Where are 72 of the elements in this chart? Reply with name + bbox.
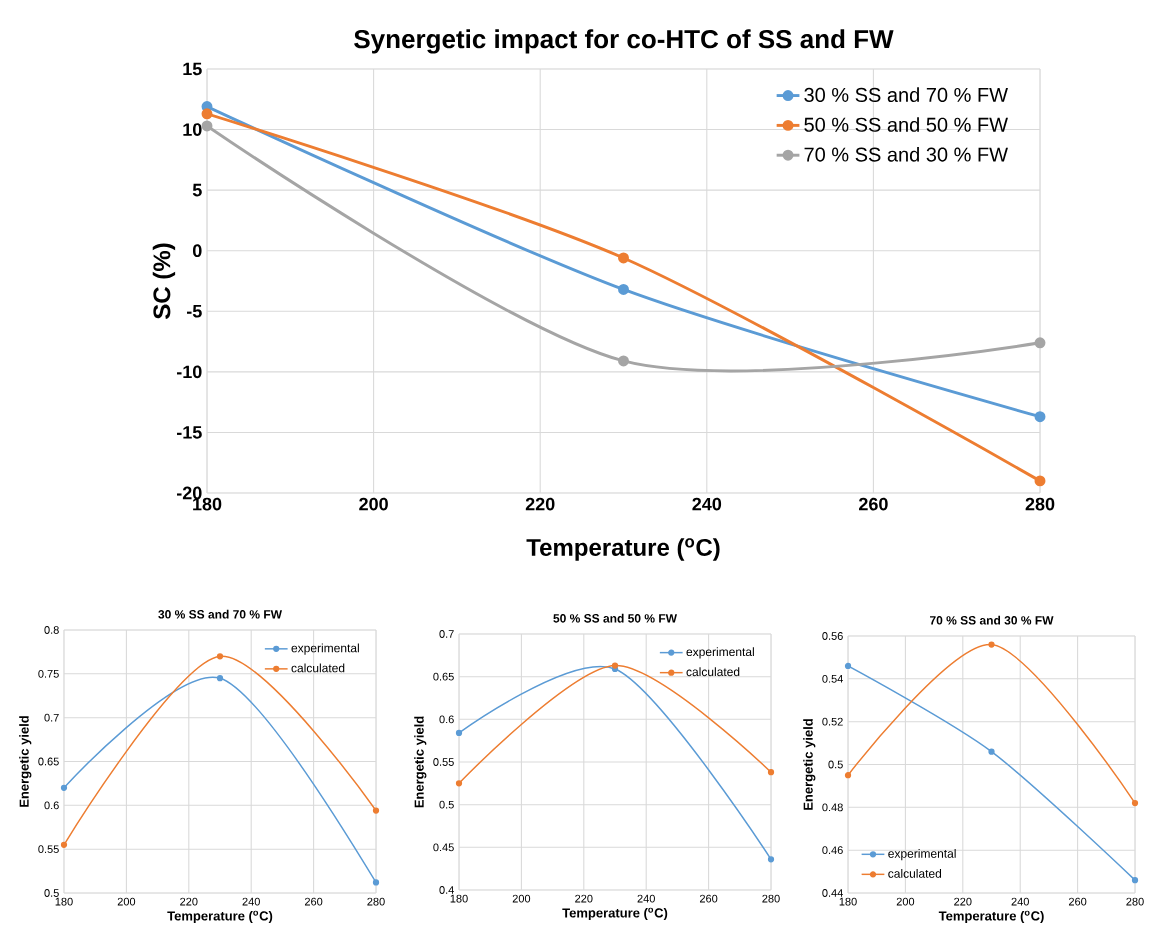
legend-label: 30 % SS and 70 % FW (804, 87, 1008, 102)
x-tick-label: 220 (575, 894, 593, 903)
y-tick-label: -10 (176, 365, 202, 379)
y-tick-label: 0.54 (822, 674, 843, 683)
y-tick-label: 0.46 (822, 846, 843, 855)
x-axis-title: Temperature ($^{o}$C) (167, 910, 273, 924)
y-tick-label: 10 (183, 123, 202, 136)
y-tick-label: 0.65 (38, 757, 59, 766)
legend-label: 50 % SS and 50 % FW (804, 117, 1008, 132)
y-tick-label: -5 (187, 305, 202, 318)
y-tick-label: 0.55 (433, 758, 454, 766)
y-tick-label: -15 (176, 426, 202, 439)
x-tick-label: 180 (55, 897, 73, 906)
y-tick-label: 5 (192, 183, 202, 197)
x-tick-label: 180 (450, 894, 468, 903)
x-axis-title: Temperature ($^{o}$C) (938, 910, 1044, 924)
x-tick-label: 280 (367, 897, 385, 906)
x-tick-label: 280 (1126, 897, 1144, 906)
x-tick-label: 240 (692, 497, 722, 511)
chart-title: 50 % SS and 50 % FW (553, 613, 677, 623)
x-tick-label: 280 (762, 894, 780, 903)
y-tick-label: 0.6 (44, 801, 59, 810)
x-tick-label: 240 (242, 897, 260, 906)
y-tick-label: 0.75 (38, 669, 59, 678)
y-tick-label: 0.6 (439, 715, 454, 724)
chart-title: Synergetic impact for co-HTC of SS and FW (354, 29, 894, 54)
x-tick-label: 260 (1068, 897, 1087, 906)
y-tick-label: 0.5 (828, 760, 843, 769)
x-tick-label: 220 (525, 497, 555, 511)
x-tick-label: 200 (117, 897, 136, 906)
x-tick-label: 200 (896, 897, 915, 906)
x-tick-label: 260 (699, 894, 718, 903)
legend-label: experimental (888, 848, 956, 861)
y-tick-label: 0 (192, 244, 202, 258)
y-tick-label: 0.5 (439, 800, 454, 809)
x-tick-label: 240 (637, 894, 655, 903)
y-axis-title: Energetic yield (414, 716, 427, 808)
x-tick-label: 260 (304, 897, 323, 906)
y-tick-label: 0.52 (822, 717, 843, 726)
x-tick-label: 200 (512, 894, 531, 903)
legend-label: experimental (291, 643, 359, 655)
legend-label: experimental (686, 647, 754, 659)
legend-label: 70 % SS and 30 % FW (804, 146, 1008, 162)
legend-label: calculated (888, 868, 942, 878)
y-tick-label: 0.4 (439, 886, 454, 894)
y-tick-label: 0.65 (433, 672, 454, 681)
x-axis-title: Temperature ($^{o}$C) (526, 538, 720, 561)
y-tick-label: 0.7 (44, 713, 59, 722)
x-tick-label: 200 (359, 497, 388, 511)
x-tick-label: 220 (180, 897, 198, 906)
y-axis-title: Energetic yield (803, 719, 816, 810)
x-tick-label: 220 (954, 897, 972, 906)
y-tick-label: 0.48 (822, 803, 843, 812)
x-tick-label: 260 (859, 497, 888, 511)
y-axis-title: Energetic yield (19, 716, 32, 807)
x-tick-label: 240 (1011, 897, 1029, 906)
chart-title: 30 % SS and 70 % FW (158, 609, 282, 619)
x-tick-label: 280 (1025, 497, 1055, 511)
y-tick-label: 0.55 (38, 845, 59, 854)
x-tick-label: 180 (839, 897, 857, 906)
y-tick-label: 15 (183, 62, 202, 76)
y-tick-label: 0.7 (439, 630, 454, 638)
legend-label: calculated (291, 663, 345, 673)
legend-label: calculated (686, 667, 740, 677)
y-tick-label: 0.8 (44, 626, 59, 634)
y-tick-label: 0.45 (433, 843, 454, 852)
y-axis-title: SC (%) (152, 243, 176, 319)
y-tick-label: 0.56 (822, 632, 843, 640)
chart-title: 70 % SS and 30 % FW (930, 615, 1054, 625)
y-tick-label: 0.5 (44, 889, 59, 897)
x-axis-title: Temperature ($^{o}$C) (562, 907, 668, 921)
y-tick-label: 0.44 (822, 889, 843, 897)
